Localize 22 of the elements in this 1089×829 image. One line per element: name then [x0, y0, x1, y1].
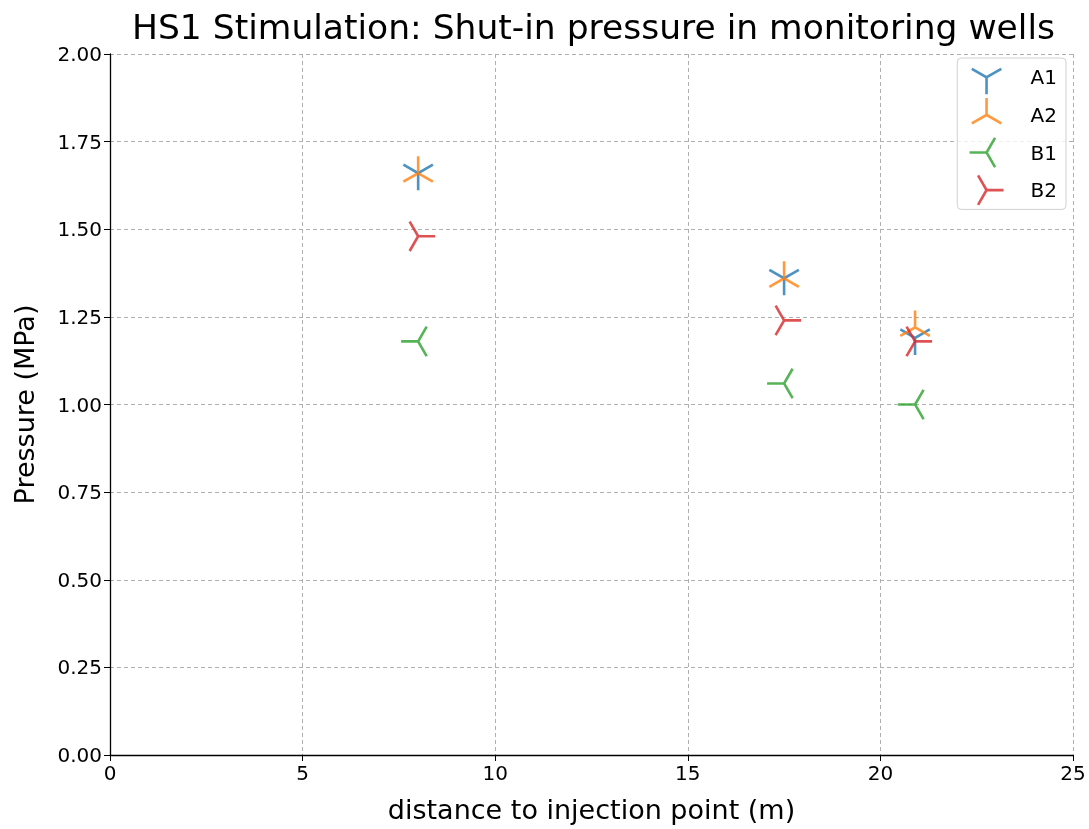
chart-title: HS1 Stimulation: Shut-in pressure in monitoring wells [132, 6, 1055, 47]
x-tick-label: 0 [103, 761, 117, 785]
legend-label: A2 [1030, 102, 1057, 127]
y-tick-label: 0.25 [57, 655, 102, 680]
x-axis-title: distance to injection point (m) [387, 794, 796, 825]
x-tick-label: 10 [482, 761, 508, 785]
legend-label: B2 [1030, 178, 1058, 203]
y-tick-label: 0.75 [57, 480, 102, 505]
y-tick-label: 0.00 [57, 743, 102, 767]
y-axis-title: Pressure (MPa) [9, 304, 40, 505]
y-tick-label: 1.50 [57, 217, 102, 242]
legend-label: A1 [1030, 65, 1057, 90]
x-tick-label: 15 [675, 761, 701, 785]
x-tick-label: 5 [296, 761, 309, 785]
y-tick-label: 1.75 [57, 129, 102, 154]
x-tick-label: 20 [867, 761, 894, 785]
y-tick-label: 1.00 [57, 392, 102, 417]
y-tick-label: 2.00 [57, 42, 102, 66]
y-tick-label: 0.50 [57, 567, 102, 592]
y-tick-label: 1.25 [57, 304, 102, 329]
legend-label: B1 [1030, 140, 1058, 165]
x-tick-label: 25 [1060, 761, 1086, 785]
